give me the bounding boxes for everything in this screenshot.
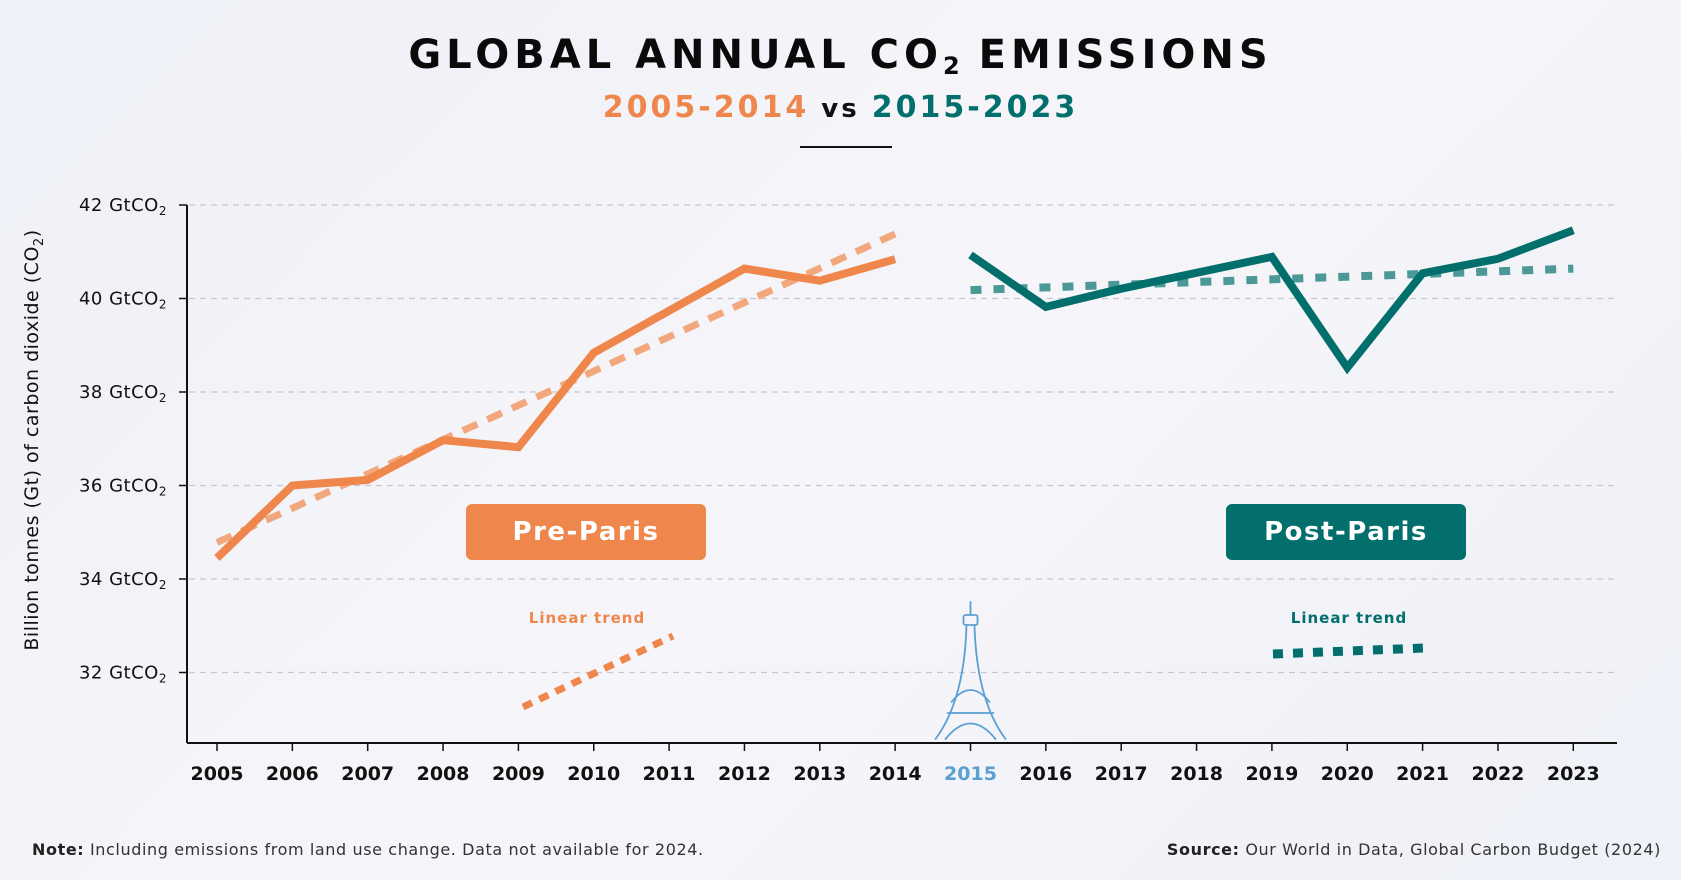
tower-base-arch xyxy=(944,722,997,740)
x-tick-label: 2016 xyxy=(1019,763,1072,785)
y-tick-subscript: 2 xyxy=(159,204,167,218)
x-tick-label: 2019 xyxy=(1245,763,1298,785)
source-credit: Source: Our World in Data, Global Carbon… xyxy=(1167,840,1661,859)
title-subscript: 2 xyxy=(943,52,960,80)
subtitle-pre-period: 2005-2014 xyxy=(602,90,810,125)
x-tick-label: 2010 xyxy=(567,763,620,785)
y-tick-label: 38 GtCO2 xyxy=(79,382,167,405)
x-tick-label: 2011 xyxy=(643,763,696,785)
x-tick-label: 2009 xyxy=(492,763,545,785)
tower-top-box xyxy=(962,614,979,626)
post-paris-badge: Post-Paris xyxy=(1226,504,1466,560)
subtitle-vs: vs xyxy=(809,94,872,124)
eiffel-tower-icon xyxy=(934,601,1007,740)
x-tick-label: 2012 xyxy=(718,763,771,785)
y-tick-label: 42 GtCO2 xyxy=(79,195,167,218)
footnote: Note: Including emissions from land use … xyxy=(32,840,704,859)
title-text-end: EMISSIONS xyxy=(959,32,1273,78)
chart-subtitle: 2005-2014 vs 2015-2023 xyxy=(0,90,1681,125)
legend-pre-trend-label: Linear trend xyxy=(528,609,646,627)
x-tick-label: 2021 xyxy=(1396,763,1449,785)
source-label: Source: xyxy=(1166,840,1240,859)
x-tick-labels: 2005 2006 2007 2008 2009 2010 2011 2012 2013 2014… xyxy=(191,763,1600,785)
series-pre-paris xyxy=(214,255,897,561)
x-tick-label: 2017 xyxy=(1095,763,1148,785)
x-tick-label: 2005 xyxy=(191,763,244,785)
legend-post-trend-label: Linear trend xyxy=(1290,609,1408,627)
x-tick-label: 2023 xyxy=(1547,763,1600,785)
x-tick-label: 2008 xyxy=(417,763,470,785)
y-tick-subscript: 2 xyxy=(159,298,167,312)
y-tick-subscript: 2 xyxy=(159,578,167,592)
x-tick-label: 2020 xyxy=(1321,763,1374,785)
y-tick-label: 36 GtCO2 xyxy=(79,476,167,499)
title-text: GLOBAL ANNUAL CO xyxy=(408,32,943,78)
subtitle-post-period: 2015-2023 xyxy=(871,90,1079,125)
x-tick-label: 2018 xyxy=(1170,763,1223,785)
y-tick-label: 32 GtCO2 xyxy=(79,663,167,686)
gridlines xyxy=(189,204,1617,674)
y-tick-label: 40 GtCO2 xyxy=(79,289,167,312)
legend-lines xyxy=(521,632,1425,711)
x-tick-label: 2013 xyxy=(793,763,846,785)
x-tick-label: 2006 xyxy=(266,763,319,785)
axes xyxy=(179,204,1617,751)
y-tick-label: 34 GtCO2 xyxy=(79,569,167,592)
legend-post-trend-swatch xyxy=(1272,643,1425,659)
chart-title: GLOBAL ANNUAL CO2 EMISSIONS xyxy=(0,32,1681,80)
title-divider xyxy=(800,146,892,148)
x-tick-label: 2015 xyxy=(944,763,997,785)
tower-upper-arch xyxy=(950,689,991,703)
y-tick-subscript: 2 xyxy=(159,391,167,405)
series-post-paris-linear-trend xyxy=(970,264,1574,295)
y-tick-labels: 32 GtCO2 34 GtCO2 36 GtCO2 38 GtCO2 40 GtCO2… xyxy=(79,195,167,686)
pre-paris-badge: Pre-Paris xyxy=(466,504,706,560)
x-tick-label: 2007 xyxy=(341,763,394,785)
y-tick-subscript: 2 xyxy=(159,485,167,499)
tower-right-leg xyxy=(973,624,1007,740)
source-text: Our World in Data, Global Carbon Budget … xyxy=(1239,840,1661,859)
y-tick-subscript: 2 xyxy=(159,672,167,686)
x-tick-label: 2014 xyxy=(869,763,922,785)
x-tick-label: 2022 xyxy=(1472,763,1525,785)
note-label: Note: xyxy=(32,840,85,859)
note-text: Including emissions from land use change… xyxy=(84,840,704,859)
legend-pre-trend-swatch xyxy=(521,632,675,711)
series-layer xyxy=(214,226,1575,561)
tower-left-leg xyxy=(934,624,968,740)
